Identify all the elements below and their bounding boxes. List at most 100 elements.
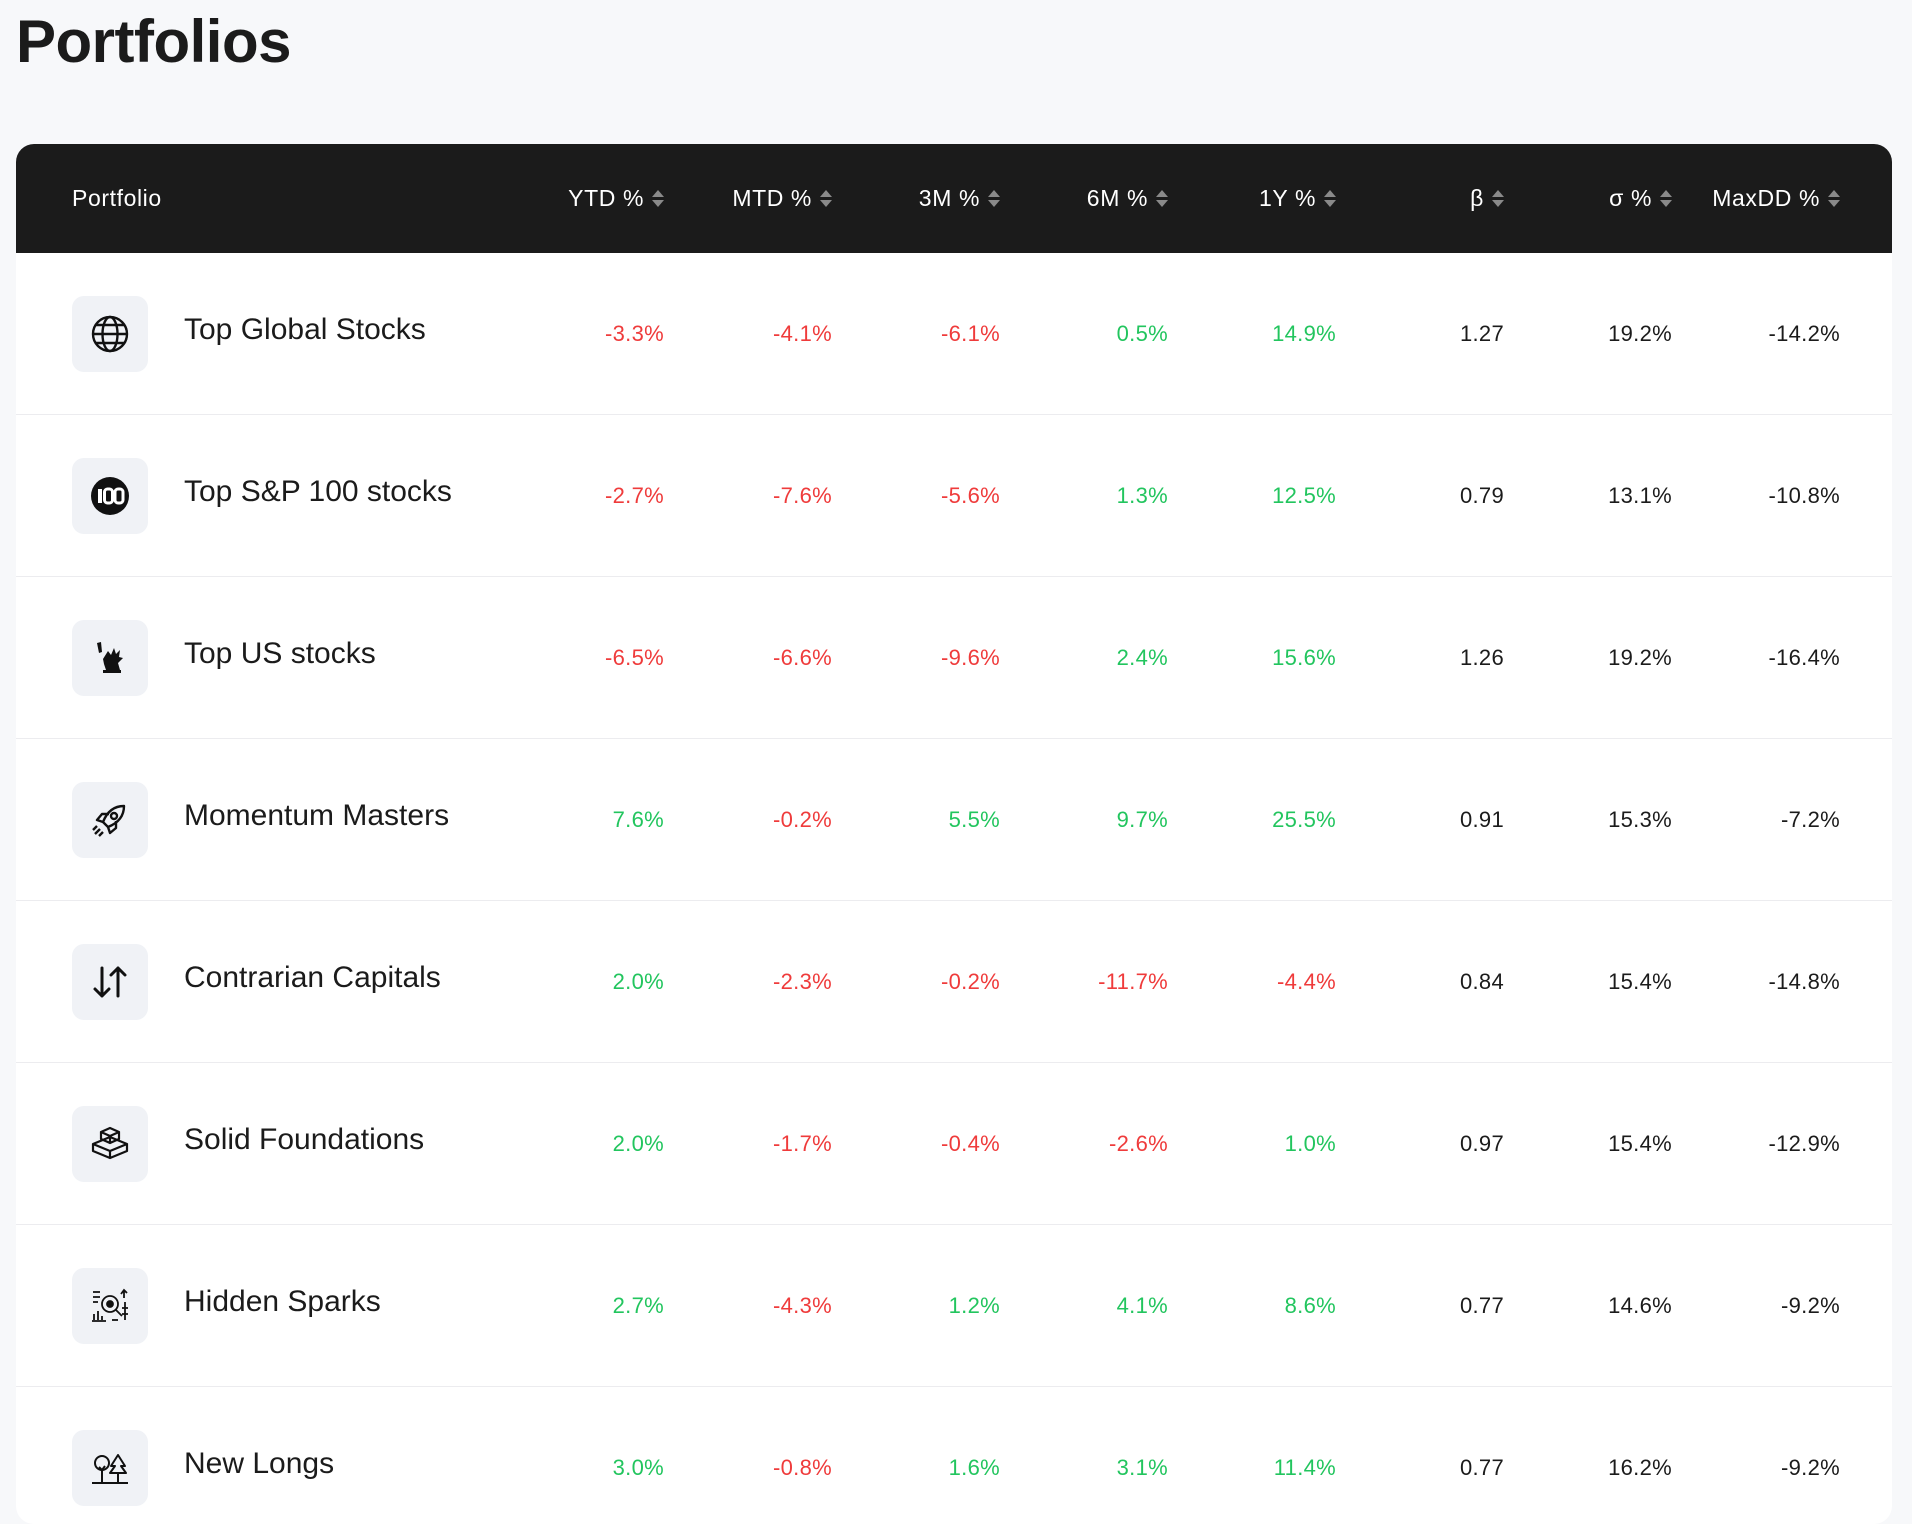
column-header-ytd[interactable]: YTD % [496, 185, 664, 212]
cell-y1: 14.9% [1168, 321, 1336, 347]
table-body: Top Global Stocks -3.3% -4.1% -6.1% 0.5% 14.9… [16, 253, 1892, 1524]
cell-sigma: 13.1% [1504, 483, 1672, 509]
cell-ytd: -3.3% [496, 321, 664, 347]
sort-icon[interactable] [1660, 190, 1672, 207]
cell-m3: -0.2% [832, 969, 1000, 995]
portfolio-name-link[interactable]: Hidden Sparks [184, 1285, 381, 1319]
cell-m6: 4.1% [1000, 1293, 1168, 1319]
hundred-badge-icon [72, 458, 148, 534]
sort-icon[interactable] [1156, 190, 1168, 207]
portfolio-name-link[interactable]: Top US stocks [184, 637, 376, 671]
cell-maxdd: -16.4% [1672, 645, 1840, 671]
column-header-sigma[interactable]: σ % [1504, 185, 1672, 212]
table-row[interactable]: Top Global Stocks -3.3% -4.1% -6.1% 0.5% 14.9… [16, 253, 1892, 415]
cell-maxdd: -10.8% [1672, 483, 1840, 509]
trees-icon [72, 1430, 148, 1506]
portfolio-name-link[interactable]: Top Global Stocks [184, 313, 426, 347]
cell-sigma: 14.6% [1504, 1293, 1672, 1319]
cell-beta: 0.97 [1336, 1131, 1504, 1157]
table-row[interactable]: Top US stocks -6.5% -6.6% -9.6% 2.4% 15.6% 1.2… [16, 577, 1892, 739]
cell-mtd: -2.3% [664, 969, 832, 995]
sort-icon[interactable] [652, 190, 664, 207]
cell-mtd: -6.6% [664, 645, 832, 671]
sort-icon[interactable] [988, 190, 1000, 207]
table-row[interactable]: Momentum Masters 7.6% -0.2% 5.5% 9.7% 25.5% 0.… [16, 739, 1892, 901]
portfolio-name-link[interactable]: Momentum Masters [184, 799, 449, 833]
rocket-icon [72, 782, 148, 858]
cell-beta: 1.26 [1336, 645, 1504, 671]
column-header-mtd[interactable]: MTD % [664, 185, 832, 212]
portfolio-cell: Top US stocks [16, 620, 496, 696]
column-header-label: 3M % [919, 185, 980, 212]
cell-m6: -2.6% [1000, 1131, 1168, 1157]
portfolio-name-link[interactable]: New Longs [184, 1447, 334, 1481]
table-row[interactable]: Top S&P 100 stocks -2.7% -7.6% -5.6% 1.3% 12.… [16, 415, 1892, 577]
sort-icon[interactable] [1828, 190, 1840, 207]
cell-ytd: 7.6% [496, 807, 664, 833]
cell-m6: -11.7% [1000, 969, 1168, 995]
cell-beta: 0.77 [1336, 1455, 1504, 1481]
column-header-maxdd[interactable]: MaxDD % [1672, 185, 1840, 212]
arrows-up-down-icon [72, 944, 148, 1020]
column-header-label: Portfolio [72, 185, 162, 212]
cell-m3: -5.6% [832, 483, 1000, 509]
cell-maxdd: -7.2% [1672, 807, 1840, 833]
cell-mtd: -4.3% [664, 1293, 832, 1319]
cell-m3: 1.2% [832, 1293, 1000, 1319]
cell-sigma: 19.2% [1504, 321, 1672, 347]
portfolio-cell: Contrarian Capitals [16, 944, 496, 1020]
cell-y1: -4.4% [1168, 969, 1336, 995]
table-row[interactable]: New Longs 3.0% -0.8% 1.6% 3.1% 11.4% 0.77 16.2%… [16, 1387, 1892, 1524]
cell-beta: 0.84 [1336, 969, 1504, 995]
cell-ytd: 2.0% [496, 1131, 664, 1157]
table-row[interactable]: Hidden Sparks 2.7% -4.3% 1.2% 4.1% 8.6% 0.77 14… [16, 1225, 1892, 1387]
portfolio-cell: Top Global Stocks [16, 296, 496, 372]
portfolio-name-link[interactable]: Contrarian Capitals [184, 961, 441, 995]
column-header-label: 6M % [1087, 185, 1148, 212]
cell-m6: 0.5% [1000, 321, 1168, 347]
cell-beta: 0.79 [1336, 483, 1504, 509]
globe-icon [72, 296, 148, 372]
portfolio-cell: Hidden Sparks [16, 1268, 496, 1344]
stacked-blocks-icon [72, 1106, 148, 1182]
sort-icon[interactable] [1492, 190, 1504, 207]
cell-m6: 1.3% [1000, 483, 1168, 509]
column-header-label: β [1470, 185, 1484, 212]
portfolio-name-link[interactable]: Solid Foundations [184, 1123, 424, 1157]
cell-sigma: 15.4% [1504, 969, 1672, 995]
table-header: Portfolio YTD % MTD % 3M % 6M % 1Y % β σ % MaxDD… [16, 144, 1892, 253]
cell-maxdd: -9.2% [1672, 1293, 1840, 1319]
table-row[interactable]: Contrarian Capitals 2.0% -2.3% -0.2% -11.7% -… [16, 901, 1892, 1063]
column-header-label: MTD % [732, 185, 812, 212]
cell-y1: 12.5% [1168, 483, 1336, 509]
data-analysis-icon [72, 1268, 148, 1344]
cell-beta: 0.91 [1336, 807, 1504, 833]
portfolio-cell: Solid Foundations [16, 1106, 496, 1182]
portfolio-name-link[interactable]: Top S&P 100 stocks [184, 475, 452, 509]
cell-ytd: -2.7% [496, 483, 664, 509]
column-header-y1[interactable]: 1Y % [1168, 185, 1336, 212]
cell-maxdd: -14.8% [1672, 969, 1840, 995]
cell-sigma: 15.3% [1504, 807, 1672, 833]
column-header-beta[interactable]: β [1336, 185, 1504, 212]
column-header-label: 1Y % [1259, 185, 1316, 212]
cell-y1: 1.0% [1168, 1131, 1336, 1157]
cell-m3: -6.1% [832, 321, 1000, 347]
cell-sigma: 19.2% [1504, 645, 1672, 671]
cell-beta: 1.27 [1336, 321, 1504, 347]
cell-sigma: 16.2% [1504, 1455, 1672, 1481]
cell-maxdd: -12.9% [1672, 1131, 1840, 1157]
table-row[interactable]: Solid Foundations 2.0% -1.7% -0.4% -2.6% 1.0%… [16, 1063, 1892, 1225]
sort-icon[interactable] [820, 190, 832, 207]
sort-icon[interactable] [1324, 190, 1336, 207]
cell-m6: 3.1% [1000, 1455, 1168, 1481]
cell-mtd: -0.2% [664, 807, 832, 833]
cell-ytd: 3.0% [496, 1455, 664, 1481]
column-header-m3[interactable]: 3M % [832, 185, 1000, 212]
cell-y1: 11.4% [1168, 1455, 1336, 1481]
portfolio-cell: Top S&P 100 stocks [16, 458, 496, 534]
cell-mtd: -7.6% [664, 483, 832, 509]
cell-maxdd: -9.2% [1672, 1455, 1840, 1481]
cell-mtd: -1.7% [664, 1131, 832, 1157]
column-header-m6[interactable]: 6M % [1000, 185, 1168, 212]
